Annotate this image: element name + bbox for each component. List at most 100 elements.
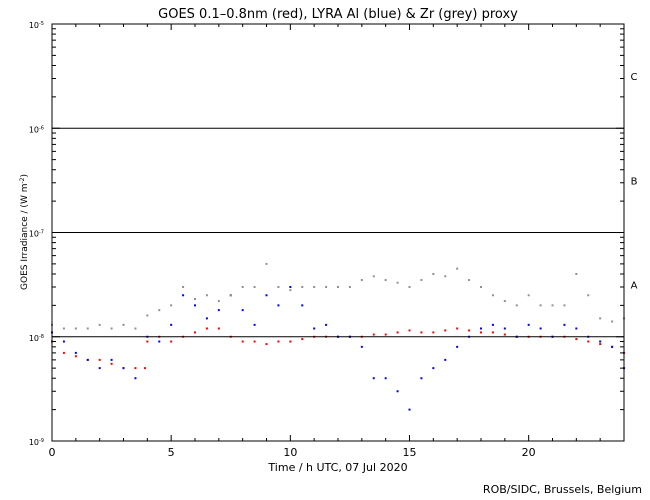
series-0-point (289, 340, 292, 343)
series-2-point (86, 327, 89, 330)
series-1-point (325, 323, 328, 326)
series-0-point (301, 338, 304, 341)
series-0-point (74, 355, 77, 358)
series-2-point (301, 286, 304, 289)
series-0-point (241, 340, 244, 343)
series-2-point (539, 304, 542, 307)
series-0-point (480, 331, 482, 334)
series-0-point (205, 327, 208, 330)
series-2-point (325, 286, 328, 289)
series-2-point (551, 304, 554, 307)
x-tick-label: 15 (403, 446, 417, 459)
series-0-point (444, 329, 447, 332)
series-0-point (468, 329, 471, 332)
y-tick-label: 10-8 (29, 334, 44, 343)
series-1-point (182, 294, 185, 297)
series-2-point (396, 281, 399, 284)
y-tick-label: 10-9 (29, 438, 44, 447)
series-1-point (372, 377, 375, 380)
series-0-point (503, 333, 506, 336)
series-1-point (611, 345, 614, 348)
flare-class-label: C (631, 72, 638, 83)
series-2-point (217, 300, 220, 303)
series-2-point (587, 294, 590, 297)
series-0-point (420, 331, 423, 334)
series-1-point (289, 286, 292, 289)
series-2-point (146, 314, 149, 317)
series-2-point (134, 327, 137, 330)
series-1-point (74, 351, 77, 354)
series-1-point (360, 345, 363, 348)
y-axis-label: GOES Irradiance / (W m-2) (19, 174, 30, 290)
series-2-point (408, 286, 411, 289)
series-1-point (170, 323, 173, 326)
series-1-point (301, 304, 304, 307)
series-2-point (170, 304, 173, 307)
series-1-point (420, 377, 423, 380)
series-2-point (372, 275, 375, 278)
series-2-point (74, 327, 77, 330)
series-2-point (277, 286, 280, 289)
series-1-point (158, 340, 161, 343)
series-1-point (277, 304, 280, 307)
series-2-point (575, 272, 578, 275)
series-0-point (146, 340, 149, 343)
y-axis-label-sup: -2 (19, 177, 26, 183)
y-tick-label: 10-6 (29, 125, 44, 134)
series-0-point (143, 367, 146, 370)
series-1-point (432, 367, 435, 370)
series-2-point (599, 317, 602, 320)
series-1-point (599, 340, 602, 343)
axis-ticks (51, 24, 625, 442)
series-2-point (182, 286, 185, 289)
series-1-point (134, 377, 137, 380)
series-2-point (62, 327, 65, 330)
series-1-point (456, 345, 459, 348)
x-tick-labels: 0 5 10 15 20 (49, 446, 536, 459)
series-2-point (432, 272, 435, 275)
y-axis-label-end: ) (20, 174, 30, 178)
series-1-point (480, 327, 482, 330)
series-2-point (468, 279, 471, 282)
series-1-point (110, 358, 113, 361)
series-2-point (253, 286, 256, 289)
series-2-point (158, 309, 161, 312)
series-2-point (444, 275, 447, 278)
series-1-point (563, 323, 566, 326)
flare-class-labels: A B C (631, 72, 638, 292)
series-2-point (563, 304, 566, 307)
series-1-point (122, 367, 125, 370)
flare-class-lines (52, 127, 624, 338)
series-2-point (420, 279, 423, 282)
chart-title: GOES 0.1–0.8nm (red), LYRA Al (blue) & Z… (158, 7, 518, 22)
series-0-point (217, 327, 220, 330)
series-2-point (611, 320, 614, 323)
series-1-point (217, 309, 220, 312)
series-1-point (575, 327, 578, 330)
y-tick-label: 10-5 (29, 21, 44, 30)
series-1-point (62, 340, 65, 343)
series-0-point (98, 358, 101, 361)
series-0-point (110, 362, 113, 365)
series-2-point (480, 286, 482, 289)
series-0-point (265, 343, 268, 346)
series-0-point (372, 333, 375, 336)
flare-class-label: B (631, 176, 638, 187)
series-2-point (348, 286, 351, 289)
series-2-point (265, 262, 268, 265)
series-2-point (229, 294, 232, 297)
series-1-point (253, 323, 256, 326)
series-2-point (337, 286, 339, 289)
series-0-point (396, 331, 399, 334)
series-1-point (408, 408, 411, 411)
series-0-point (194, 331, 196, 334)
series-0-point (491, 331, 494, 334)
series-2-point (205, 294, 208, 297)
series-2-point (384, 279, 387, 282)
series-2-point (194, 298, 196, 301)
x-tick-label: 0 (49, 446, 56, 459)
series-1-point (503, 327, 506, 330)
series-1-point (396, 390, 399, 393)
series-0-point (134, 367, 137, 370)
series-1-point (241, 309, 244, 312)
